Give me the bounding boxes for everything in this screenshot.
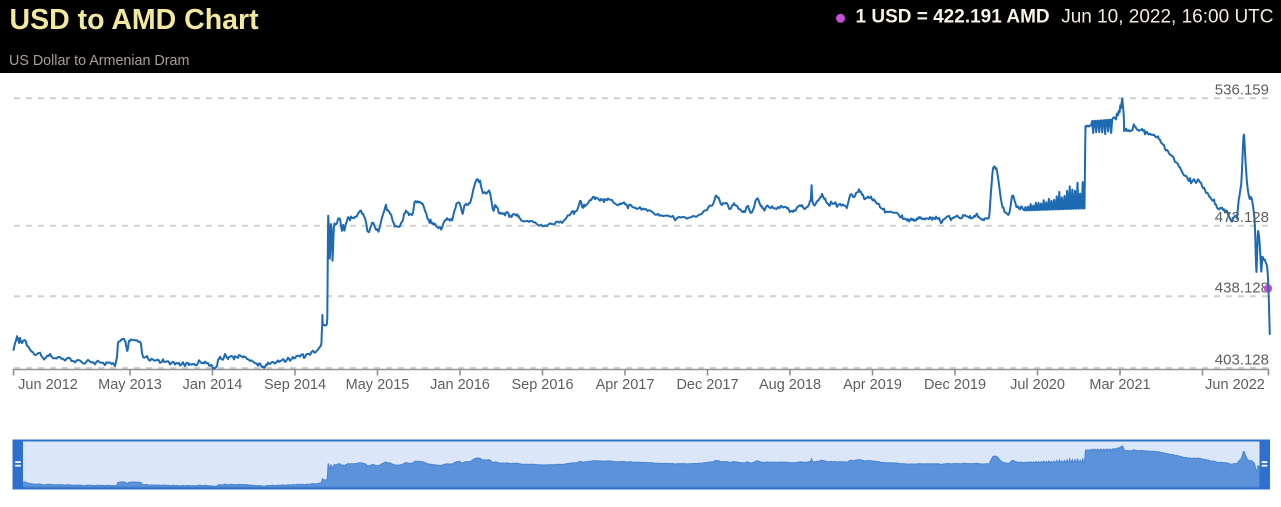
svg-text:USD to AMD Chart: USD to AMD Chart xyxy=(10,4,260,36)
svg-text:473.128: 473.128 xyxy=(1215,209,1269,226)
svg-text:403.128: 403.128 xyxy=(1215,351,1269,368)
svg-text:Jun 10, 2022, 16:00 UTC: Jun 10, 2022, 16:00 UTC xyxy=(1061,6,1273,27)
svg-text:1 USD = 422.191 AMD: 1 USD = 422.191 AMD xyxy=(856,6,1050,27)
svg-text:Dec 2019: Dec 2019 xyxy=(924,377,986,393)
svg-text:Jan 2016: Jan 2016 xyxy=(430,377,490,393)
svg-text:Apr 2019: Apr 2019 xyxy=(843,377,902,393)
svg-text:Sep 2014: Sep 2014 xyxy=(264,377,326,393)
svg-text:Jun 2022: Jun 2022 xyxy=(1205,377,1265,393)
svg-text:536.159: 536.159 xyxy=(1215,82,1269,99)
svg-text:May 2013: May 2013 xyxy=(98,377,162,393)
svg-text:Jun 2012: Jun 2012 xyxy=(18,377,78,393)
svg-text:Aug 2018: Aug 2018 xyxy=(759,377,821,393)
svg-text:Dec 2017: Dec 2017 xyxy=(676,377,738,393)
svg-text:438.128: 438.128 xyxy=(1215,280,1269,297)
svg-text:May 2015: May 2015 xyxy=(346,377,410,393)
svg-text:Sep 2016: Sep 2016 xyxy=(511,377,573,393)
svg-text:Jan 2014: Jan 2014 xyxy=(183,377,243,393)
svg-text:Apr 2017: Apr 2017 xyxy=(596,377,655,393)
svg-text:Mar 2021: Mar 2021 xyxy=(1089,377,1150,393)
svg-text:Jul 2020: Jul 2020 xyxy=(1010,377,1065,393)
svg-text:US Dollar to Armenian Dram: US Dollar to Armenian Dram xyxy=(9,53,189,69)
